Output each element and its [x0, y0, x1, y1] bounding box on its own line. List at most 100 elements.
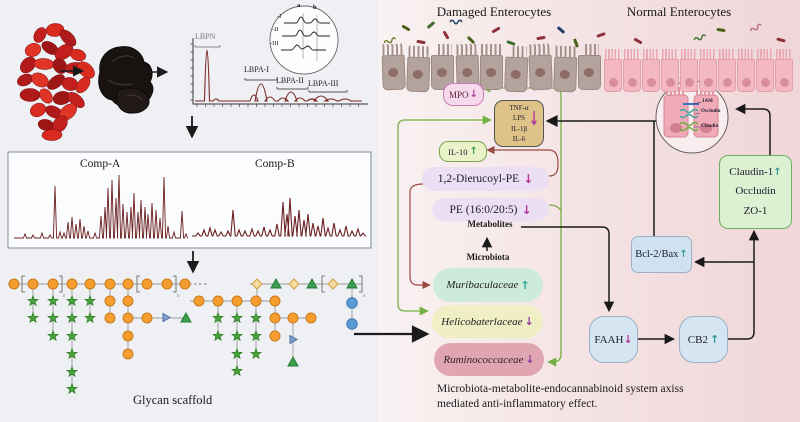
pe-down-arrow-icon: ↓ [521, 202, 532, 217]
faah-down-arrow-icon: ↓ [623, 333, 633, 346]
ruminococcaceae-box: Ruminococcaceae ↓ [434, 343, 544, 376]
damaged-enterocyte-cell [528, 43, 553, 91]
dierucoyl-pe-box: 1,2-Dierucoyl-PE ↓ [422, 167, 549, 191]
header-normal-enterocytes: Normal Enterocytes [626, 4, 732, 19]
damaged-enterocyte-cell [405, 45, 430, 93]
tight-junction-up-arrow-icon: ↑ [773, 167, 782, 179]
mpo-box: MPO ↓ [443, 83, 484, 106]
inset-jam-label: JAM [702, 99, 713, 104]
inset-claudin-label: Claudin [701, 124, 719, 129]
inset-row1-label: -I [277, 13, 282, 20]
tight-junction-inset [655, 80, 729, 154]
lbpa3-label: LBPA-III [308, 79, 339, 88]
il10-label: IL-10 [448, 146, 468, 157]
cb2-up-arrow-icon: ↑ [709, 333, 720, 346]
goji-berries-photo [17, 23, 95, 141]
glycan-caption: Glycan scaffold [133, 393, 213, 407]
damaged-enterocytes-row [381, 43, 601, 93]
lbpa1-label: LBPA-I [244, 65, 270, 74]
damaged-enterocyte-cell [503, 45, 528, 93]
normal-enterocyte-cell [718, 49, 736, 92]
normal-enterocyte-cell [699, 49, 717, 92]
normal-enterocytes-row [604, 49, 793, 92]
nmr-comparison-inset [269, 5, 339, 75]
figure-caption: Microbiota-metabolite-endocannabinoid sy… [437, 382, 727, 412]
normal-enterocyte-cell [680, 49, 698, 92]
ruminococcaceae-down-arrow-icon: ↓ [525, 353, 535, 366]
faah-box: FAAH ↓ [589, 316, 638, 363]
il10-up-arrow-icon: ↑ [469, 146, 478, 157]
bacteria-illustrations [383, 19, 786, 48]
mpo-label: MPO [449, 89, 469, 100]
il6-label: IL-6 [512, 134, 526, 143]
cytokines-down-arrow-icon: ↓ [528, 107, 539, 130]
inset-col-b-label: b [313, 4, 317, 11]
comp-a-label: Comp-A [80, 158, 121, 170]
inset-col-a-label: a [297, 2, 301, 9]
pe-label: PE (16:0/20:5) [449, 203, 518, 216]
lbpn-label: LBPN [195, 32, 216, 41]
helicobaterlaceae-label: Helicobaterlaceae [441, 315, 523, 328]
nmr-spectra-panel [7, 151, 372, 249]
dierucoyl-pe-label: 1,2-Dierucoyl-PE [437, 173, 520, 185]
cb2-box: CB2 ↑ [679, 316, 728, 363]
lps-label: LPS [512, 114, 526, 123]
inset-row3-label: -III [270, 40, 279, 47]
lbpn-bracket [194, 45, 221, 48]
il10-box: IL-10 ↑ [439, 141, 487, 162]
normal-enterocyte-cell [775, 49, 793, 92]
lbpa1-bracket [244, 78, 278, 81]
zo1-label: ZO-1 [743, 204, 768, 217]
inset-label-leaders [693, 101, 702, 128]
occludin-label: Occludin [735, 185, 776, 198]
claudin1-line: Claudin-1↑ [729, 163, 781, 182]
dierucoyl-down-arrow-icon: ↓ [523, 172, 534, 186]
normal-enterocyte-cell [623, 49, 641, 92]
helicobaterlaceae-box: Helicobaterlaceae ↓ [432, 305, 543, 338]
inset-occludin-label: Occludin [701, 109, 721, 114]
microbiota-label: Microbiota [466, 252, 510, 262]
inset-cells [663, 87, 719, 138]
cb2-label: CB2 [687, 333, 708, 346]
damaged-enterocyte-cell [381, 43, 406, 91]
normal-enterocyte-cell [737, 49, 755, 92]
normal-enterocyte-cell [642, 49, 660, 92]
muribaculaceae-up-arrow-icon: ↑ [520, 278, 530, 292]
caption-line-2: mediated anti-inflammatory effect. [437, 397, 598, 410]
bcl2-bax-box: Bcl-2/Bax ↑ [631, 236, 692, 273]
inset-row2-label: -II [272, 26, 279, 33]
lbpa2-bracket [276, 87, 309, 90]
svg-text:n: n [177, 294, 180, 299]
cytokines-box: TNF-α LPS IL-1β IL-6 ↓ [494, 100, 544, 147]
bcl2-bax-up-arrow-icon: ↑ [679, 249, 688, 260]
tight-junction-box: Claudin-1↑ Occludin ZO-1 [719, 155, 792, 229]
tnf-alpha-label: TNF-α [509, 104, 529, 113]
header-damaged-enterocytes: Damaged Enterocytes [436, 4, 552, 19]
claudin1-label: Claudin-1 [729, 166, 774, 179]
metabolites-label: Metabolites [467, 219, 513, 229]
damaged-enterocyte-cell [552, 45, 577, 93]
svg-text:n: n [63, 294, 66, 299]
pe-box: PE (16:0/20:5) ↓ [432, 198, 549, 221]
svg-text:n: n [363, 294, 366, 299]
lbpa2-label: LBPA-II [276, 76, 304, 85]
black-mass-photo [98, 46, 154, 114]
normal-enterocyte-cell [661, 49, 679, 92]
muribaculaceae-label: Muribaculaceae [446, 279, 519, 291]
lbpa3-bracket [308, 90, 348, 93]
normal-enterocyte-cell [604, 49, 622, 92]
ruminococcaceae-label: Ruminococcaceae [443, 353, 524, 366]
muribaculaceae-box: Muribaculaceae ↑ [433, 268, 543, 302]
chromatogram-plot [190, 38, 368, 107]
faah-label: FAAH [594, 333, 624, 346]
caption-line-1: Microbiota-metabolite-endocannabinoid sy… [437, 383, 684, 395]
damaged-enterocyte-cell [431, 44, 454, 90]
damaged-enterocyte-cell [578, 44, 601, 90]
il1b-label: IL-1β [511, 124, 527, 133]
bcl2-bax-label: Bcl-2/Bax [635, 249, 679, 260]
normal-enterocyte-cell [756, 49, 774, 92]
comp-b-label: Comp-B [255, 158, 295, 170]
